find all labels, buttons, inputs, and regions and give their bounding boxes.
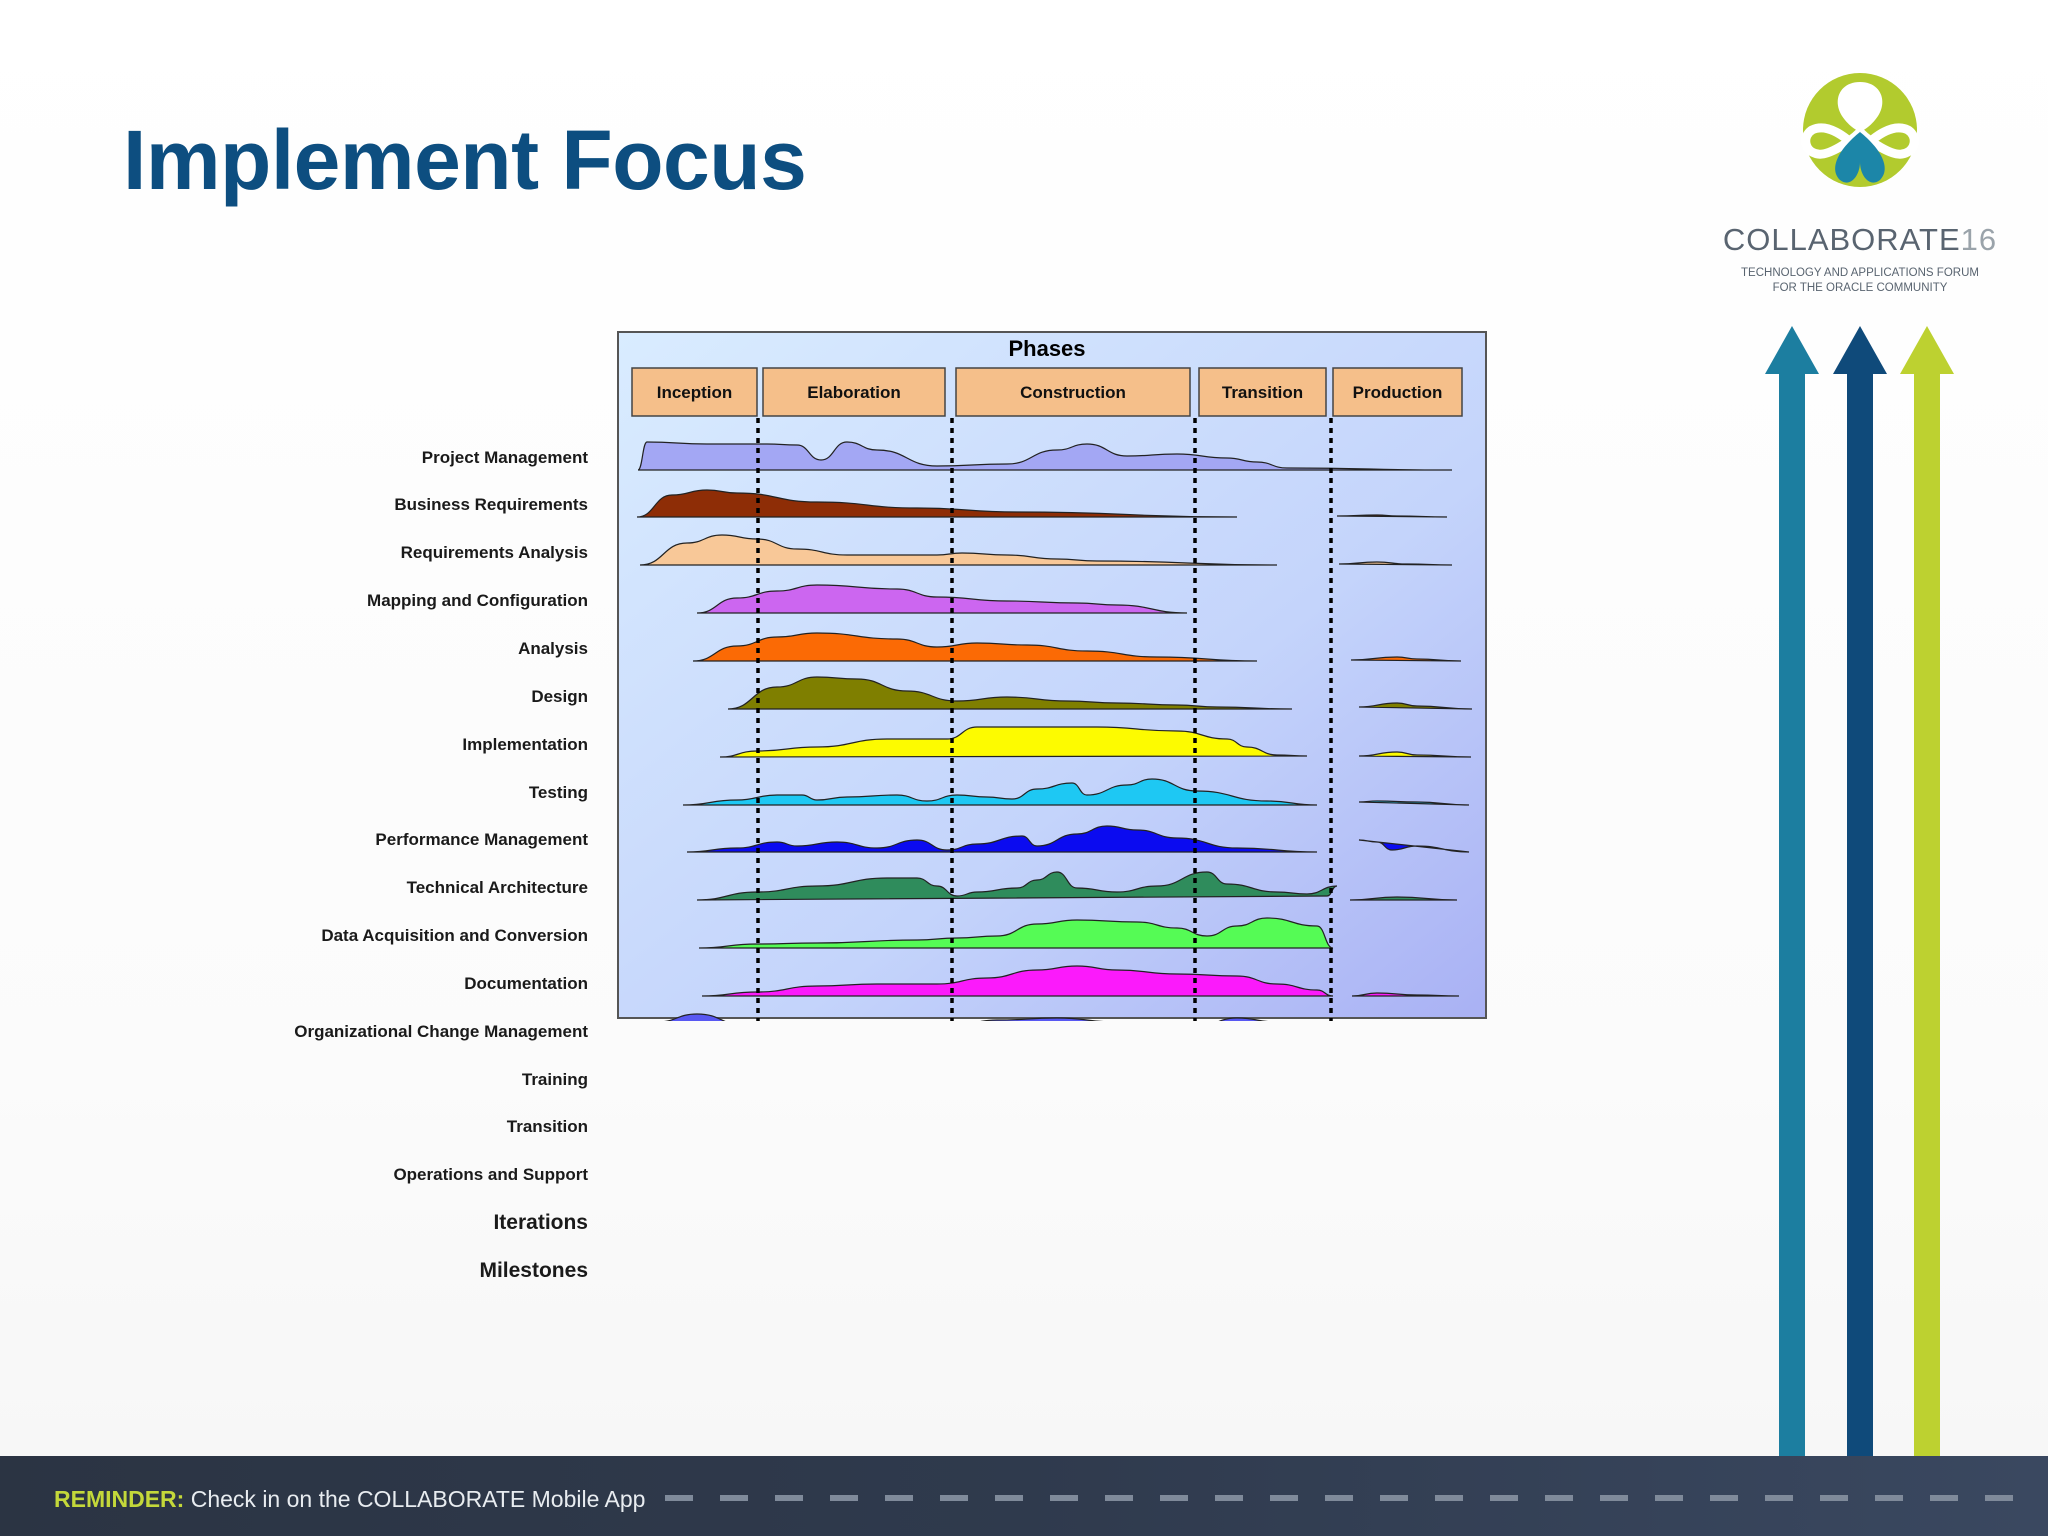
discipline-effort-curve	[696, 584, 1188, 614]
discipline-label: Testing	[528, 783, 588, 802]
discipline-effort-curve	[727, 676, 1293, 710]
discipline-effort-curve	[1349, 896, 1458, 901]
phase-label: Transition	[1222, 383, 1303, 402]
discipline-label: Analysis	[518, 639, 588, 658]
collaborate-emblem-icon	[1801, 73, 1919, 187]
discipline-effort-curve	[719, 726, 1308, 758]
discipline-effort-curve	[1358, 702, 1473, 710]
phase-box	[762, 367, 946, 417]
discipline-effort-curve	[1338, 561, 1453, 566]
logo-tagline-2: FOR THE ORACLE COMMUNITY	[1772, 282, 1948, 294]
discipline-label: Data Acquisition and Conversion	[321, 926, 588, 945]
logo-name: COLLABORATE	[1722, 222, 1961, 257]
logo-tagline-1: TECHNOLOGY AND APPLICATIONS FORUM	[1741, 267, 1979, 279]
phase-label: Inception	[657, 383, 733, 402]
discipline-label: Documentation	[464, 974, 588, 993]
discipline-effort-curve	[636, 489, 1238, 518]
discipline-label: Implementation	[462, 735, 588, 754]
discipline-effort-curve	[1358, 800, 1470, 806]
milestones-label: Milestones	[479, 1259, 588, 1282]
discipline-label: Technical Architecture	[406, 878, 588, 897]
reminder-label: REMINDER:	[54, 1486, 185, 1512]
decorative-arrow	[1765, 326, 1819, 1456]
iterations-label: Iterations	[493, 1211, 588, 1234]
discipline-effort-curve	[1358, 839, 1470, 853]
discipline-effort-curve	[663, 1013, 1268, 1021]
reminder-text: Check in on the COLLABORATE Mobile App	[184, 1486, 646, 1512]
phase-label: Production	[1353, 383, 1443, 402]
decorative-arrows	[1765, 326, 1954, 1456]
discipline-effort-curve	[1350, 656, 1462, 662]
decorative-arrow	[1900, 326, 1954, 1456]
discipline-label: Requirements Analysis	[400, 543, 588, 562]
decorative-arrow	[1833, 326, 1887, 1456]
phase-label: Construction	[1020, 383, 1126, 402]
footer-reminder: REMINDER: Check in on the COLLABORATE Mo…	[54, 1486, 645, 1513]
discipline-label: Organizational Change Management	[294, 1022, 588, 1041]
footer-dashes	[665, 1495, 2025, 1501]
discipline-label: Business Requirements	[394, 495, 588, 514]
discipline-effort-curve	[682, 778, 1318, 806]
discipline-label: Performance Management	[375, 830, 588, 849]
footer-bar: REMINDER: Check in on the COLLABORATE Mo…	[0, 1456, 2048, 1536]
diagram-frame	[617, 331, 1487, 1019]
phase-label: Elaboration	[807, 383, 901, 402]
slide-title: Implement Focus	[123, 113, 807, 207]
discipline-effort-curve	[698, 917, 1334, 949]
discipline-effort-curve	[696, 871, 1338, 901]
discipline-effort-curve	[639, 534, 1278, 566]
phase-box	[1332, 367, 1463, 417]
discipline-label: Training	[521, 1070, 588, 1089]
discipline-effort-curve	[701, 965, 1334, 997]
discipline-label: Operations and Support	[393, 1165, 588, 1184]
phases-title: Phases	[1008, 336, 1085, 361]
discipline-effort-curve	[1336, 514, 1448, 518]
discipline-label: Transition	[506, 1117, 588, 1136]
discipline-label: Design	[531, 687, 588, 706]
phase-box	[955, 367, 1191, 417]
discipline-label: Mapping and Configuration	[367, 591, 588, 610]
discipline-effort-curve	[692, 632, 1258, 662]
discipline-effort-curve	[686, 825, 1318, 853]
collaborate-logo: COLLABORATE16 TECHNOLOGY AND APPLICATION…	[1700, 70, 2020, 310]
discipline-effort-curve	[1358, 751, 1472, 758]
phase-box	[631, 367, 758, 417]
rup-phase-diagram: Phases Inception Elaboration Construction T…	[617, 331, 1487, 1021]
discipline-label: Project Management	[421, 448, 588, 467]
discipline-effort-curve	[637, 441, 1453, 471]
phase-box	[1198, 367, 1327, 417]
logo-number: 16	[1960, 222, 1998, 257]
discipline-effort-curve	[1351, 992, 1460, 997]
